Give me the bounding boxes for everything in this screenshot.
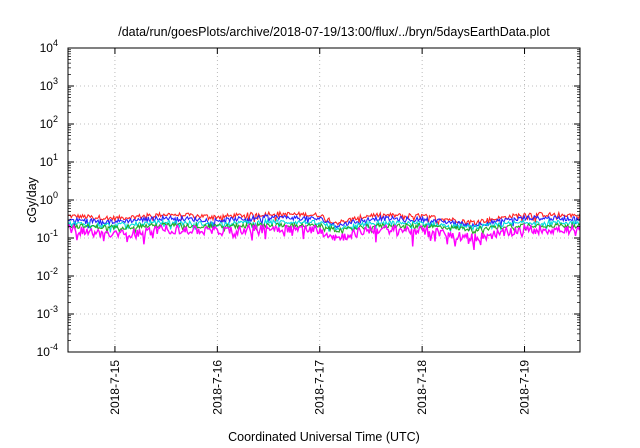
y-tick-label: 101 [40,152,58,169]
x-tick-label: 2018-7-17 [313,360,327,415]
x-tick-label: 2018-7-18 [415,360,429,415]
y-tick-label: 103 [40,76,58,93]
series-line [67,221,581,236]
y-tick-label: 100 [40,190,58,207]
series-line [67,217,581,233]
y-tick-label: 10-1 [37,228,58,245]
series-layer [67,210,581,250]
y-tick-label: 102 [40,114,58,131]
x-axis-label: Coordinated Universal Time (UTC) [228,430,420,444]
y-tick-label: 10-4 [37,342,58,359]
ticks: 10-4 10-3 10-2 10-1 100 101 102 103 104 2018-7-15… [37,38,580,415]
y-tick-label: 104 [40,38,58,55]
x-tick-label: 2018-7-19 [518,360,532,415]
series-line [67,222,581,250]
grid [68,48,580,352]
chart-title: /data/run/goesPlots/archive/2018-07-19/1… [118,25,550,39]
series-line [67,213,581,232]
x-tick-label: 2018-7-15 [108,360,122,415]
x-tick-label: 2018-7-16 [210,360,224,415]
y-tick-label: 10-3 [37,304,58,321]
y-tick-label: 10-2 [37,266,58,283]
y-axis-label: cGy/day [25,176,39,223]
